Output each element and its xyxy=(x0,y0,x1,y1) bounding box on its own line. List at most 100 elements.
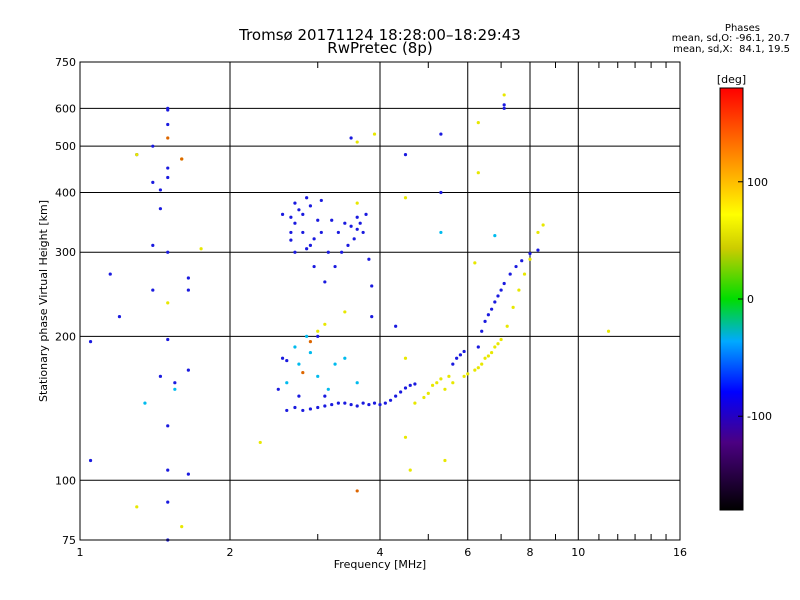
data-point xyxy=(280,212,285,216)
data-point xyxy=(173,381,177,385)
data-point xyxy=(439,377,443,381)
data-point xyxy=(293,405,297,410)
data-point xyxy=(352,237,356,241)
data-point xyxy=(301,212,305,216)
data-point xyxy=(483,356,487,360)
phases-x-stats: mean, sd,X: 84.1, 19.5 xyxy=(673,44,790,55)
data-point xyxy=(305,334,309,338)
data-point xyxy=(403,153,408,157)
data-point xyxy=(435,381,439,385)
data-point xyxy=(496,342,500,346)
data-point xyxy=(502,281,506,286)
x-tick-label: 6 xyxy=(464,546,471,559)
data-point xyxy=(151,243,155,248)
data-point xyxy=(166,122,170,127)
data-point xyxy=(166,500,170,504)
data-point xyxy=(502,93,506,97)
data-point xyxy=(143,401,147,405)
data-point xyxy=(517,288,521,292)
data-point xyxy=(520,259,524,263)
data-point xyxy=(528,257,532,261)
data-point xyxy=(502,103,506,107)
data-point xyxy=(158,374,163,378)
plot-frame xyxy=(79,61,681,541)
data-point xyxy=(285,381,289,385)
data-point xyxy=(293,221,297,225)
x-axis-label: Frequency [MHz] xyxy=(334,558,426,571)
data-point xyxy=(447,374,451,378)
data-point xyxy=(340,250,344,254)
data-point xyxy=(135,505,139,509)
data-point xyxy=(173,387,177,391)
data-point xyxy=(180,157,184,161)
y-tick-label: 400 xyxy=(55,186,76,199)
grid xyxy=(80,62,680,540)
data-point xyxy=(476,345,480,349)
data-point xyxy=(186,288,190,292)
colorbar-tick-label: 0 xyxy=(747,293,754,306)
data-point xyxy=(316,374,320,378)
data-point xyxy=(462,349,466,354)
x-tick-label: 1 xyxy=(77,546,84,559)
data-point xyxy=(308,243,313,248)
data-point xyxy=(319,198,323,203)
data-point xyxy=(388,398,393,402)
data-point xyxy=(186,472,190,476)
data-point xyxy=(301,370,305,375)
data-point xyxy=(323,322,327,326)
data-point xyxy=(493,345,497,349)
data-point xyxy=(508,272,512,276)
data-point xyxy=(606,329,611,333)
data-point xyxy=(186,276,190,280)
data-point xyxy=(439,132,443,136)
data-point xyxy=(349,136,353,140)
data-point xyxy=(493,300,497,304)
data-point xyxy=(399,390,403,394)
data-point xyxy=(408,468,412,472)
y-tick-label: 200 xyxy=(55,330,76,343)
data-point xyxy=(308,204,313,208)
data-point xyxy=(361,230,365,235)
data-point xyxy=(451,381,455,385)
data-point xyxy=(305,196,309,200)
data-point xyxy=(505,324,509,328)
data-point xyxy=(413,401,417,405)
data-point xyxy=(458,353,463,357)
data-point xyxy=(443,458,447,463)
data-point xyxy=(394,394,398,398)
data-point xyxy=(476,121,480,125)
colorbar-ticks: 100 0 -100 xyxy=(738,176,772,423)
data-point xyxy=(372,401,377,405)
data-point xyxy=(355,381,359,385)
data-point xyxy=(367,402,371,407)
data-point xyxy=(336,230,340,235)
data-point xyxy=(343,221,347,225)
data-point xyxy=(355,227,359,231)
data-point xyxy=(316,334,320,338)
data-point xyxy=(364,212,368,216)
data-point xyxy=(343,356,347,360)
data-point xyxy=(346,243,350,248)
data-point xyxy=(502,106,506,110)
data-point xyxy=(293,201,297,205)
data-point xyxy=(186,368,190,372)
data-point xyxy=(166,337,170,342)
y-tick-label: 300 xyxy=(55,246,76,259)
data-point xyxy=(280,356,285,360)
data-point xyxy=(349,402,353,407)
data-point xyxy=(166,136,170,140)
data-point xyxy=(455,356,459,360)
data-point xyxy=(312,237,316,241)
data-point xyxy=(333,264,337,269)
data-point xyxy=(323,280,327,284)
data-point xyxy=(466,372,470,376)
y-tick-label: 100 xyxy=(55,474,76,487)
x-tick-label: 10 xyxy=(571,546,585,559)
data-point xyxy=(258,440,262,445)
phases-heading: Phases xyxy=(724,23,760,34)
colorbar-tick-label: 100 xyxy=(747,176,768,189)
data-point xyxy=(490,350,494,355)
data-point xyxy=(483,319,487,323)
data-point xyxy=(499,288,503,292)
